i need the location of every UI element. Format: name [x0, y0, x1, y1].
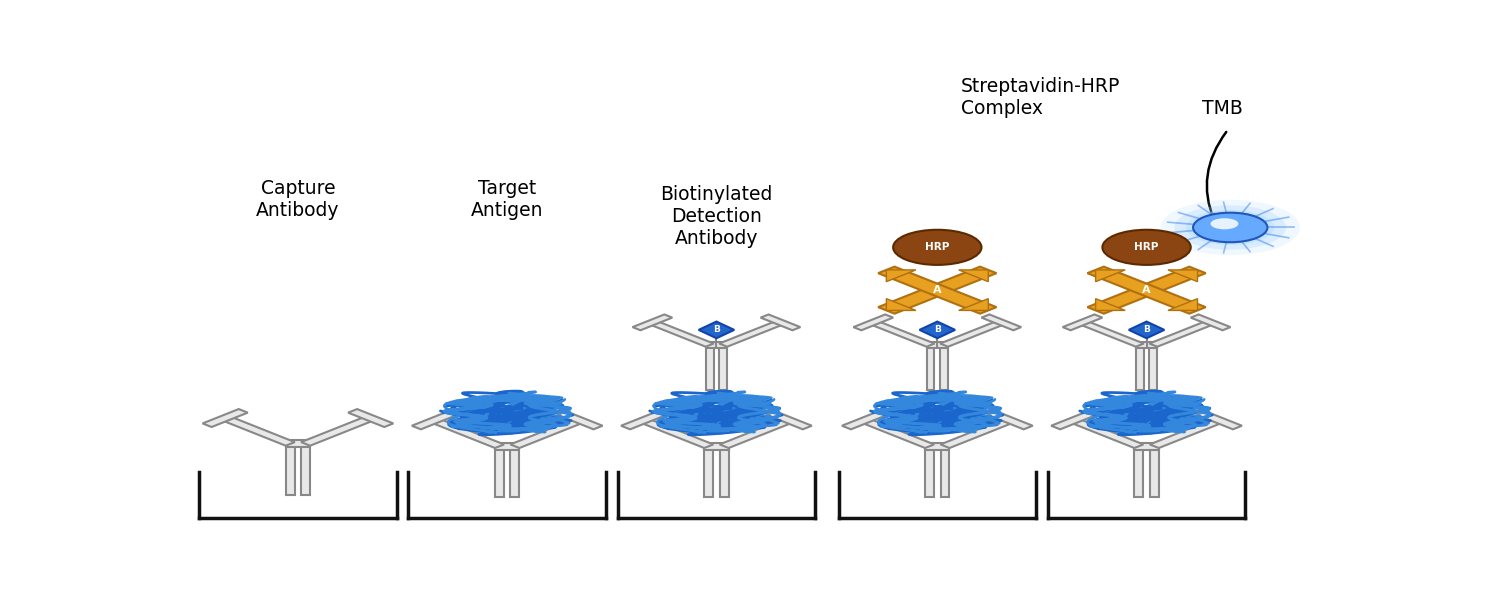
Bar: [720, 345, 728, 390]
Polygon shape: [1149, 321, 1215, 347]
Polygon shape: [1149, 419, 1224, 448]
Polygon shape: [1095, 299, 1125, 310]
Bar: [1136, 345, 1143, 390]
Polygon shape: [1095, 270, 1125, 281]
Text: HRP: HRP: [926, 242, 950, 253]
Polygon shape: [1168, 299, 1197, 310]
Polygon shape: [870, 321, 934, 347]
Text: A: A: [1143, 285, 1150, 295]
Polygon shape: [430, 419, 504, 448]
Polygon shape: [348, 409, 393, 427]
Circle shape: [1192, 212, 1268, 242]
Bar: [510, 446, 519, 497]
Bar: [1150, 446, 1158, 497]
Polygon shape: [766, 412, 812, 430]
Polygon shape: [648, 321, 714, 347]
Bar: [705, 446, 712, 497]
Text: TMB: TMB: [1202, 99, 1242, 118]
Circle shape: [892, 230, 981, 265]
Polygon shape: [940, 321, 1005, 347]
Polygon shape: [1062, 314, 1102, 330]
Polygon shape: [302, 416, 375, 446]
Bar: [927, 345, 934, 390]
Polygon shape: [987, 412, 1032, 430]
Bar: [286, 440, 310, 448]
Polygon shape: [1088, 266, 1206, 314]
Bar: [940, 446, 950, 497]
Circle shape: [1102, 230, 1191, 265]
Polygon shape: [202, 409, 248, 427]
Polygon shape: [633, 314, 672, 330]
Polygon shape: [958, 270, 988, 281]
Bar: [302, 444, 310, 495]
Bar: [720, 446, 729, 497]
Polygon shape: [621, 412, 666, 430]
Circle shape: [1210, 218, 1239, 229]
Text: B: B: [1143, 325, 1150, 334]
Polygon shape: [220, 416, 296, 446]
Polygon shape: [958, 299, 988, 310]
Polygon shape: [1130, 322, 1164, 338]
Text: Capture
Antibody: Capture Antibody: [256, 179, 339, 220]
Bar: [495, 443, 519, 450]
Bar: [495, 446, 504, 497]
Bar: [940, 345, 948, 390]
Text: B: B: [934, 325, 940, 334]
Text: Biotinylated
Detection
Antibody: Biotinylated Detection Antibody: [660, 185, 772, 248]
Bar: [705, 345, 714, 390]
Polygon shape: [859, 419, 934, 448]
Bar: [927, 342, 948, 348]
Bar: [1134, 446, 1143, 497]
Text: Target
Antigen: Target Antigen: [471, 179, 543, 220]
Polygon shape: [1070, 419, 1143, 448]
Polygon shape: [886, 270, 916, 281]
Bar: [1149, 345, 1158, 390]
Polygon shape: [720, 419, 794, 448]
Bar: [1136, 342, 1158, 348]
Bar: [1134, 443, 1158, 450]
Polygon shape: [413, 412, 458, 430]
Polygon shape: [886, 299, 916, 310]
Polygon shape: [1088, 266, 1206, 314]
Polygon shape: [1168, 270, 1197, 281]
Text: B: B: [712, 325, 720, 334]
Bar: [926, 443, 950, 450]
Circle shape: [1174, 205, 1286, 250]
Polygon shape: [558, 412, 603, 430]
Polygon shape: [878, 266, 996, 314]
Polygon shape: [760, 314, 801, 330]
Polygon shape: [1052, 412, 1096, 430]
Polygon shape: [510, 419, 585, 448]
Polygon shape: [1078, 321, 1144, 347]
Circle shape: [1186, 210, 1275, 245]
Circle shape: [1161, 200, 1300, 255]
Polygon shape: [878, 266, 996, 314]
Polygon shape: [842, 412, 886, 430]
Polygon shape: [639, 419, 714, 448]
Polygon shape: [853, 314, 892, 330]
Polygon shape: [699, 322, 734, 338]
Polygon shape: [920, 322, 956, 338]
Bar: [705, 342, 728, 348]
Polygon shape: [981, 314, 1022, 330]
Text: Streptavidin-HRP
Complex: Streptavidin-HRP Complex: [960, 77, 1120, 118]
Polygon shape: [940, 419, 1014, 448]
Bar: [705, 443, 729, 450]
Polygon shape: [1197, 412, 1242, 430]
Text: HRP: HRP: [1134, 242, 1158, 253]
Bar: [286, 444, 294, 495]
Text: A: A: [933, 285, 942, 295]
Polygon shape: [718, 321, 784, 347]
Polygon shape: [1191, 314, 1230, 330]
Bar: [926, 446, 934, 497]
